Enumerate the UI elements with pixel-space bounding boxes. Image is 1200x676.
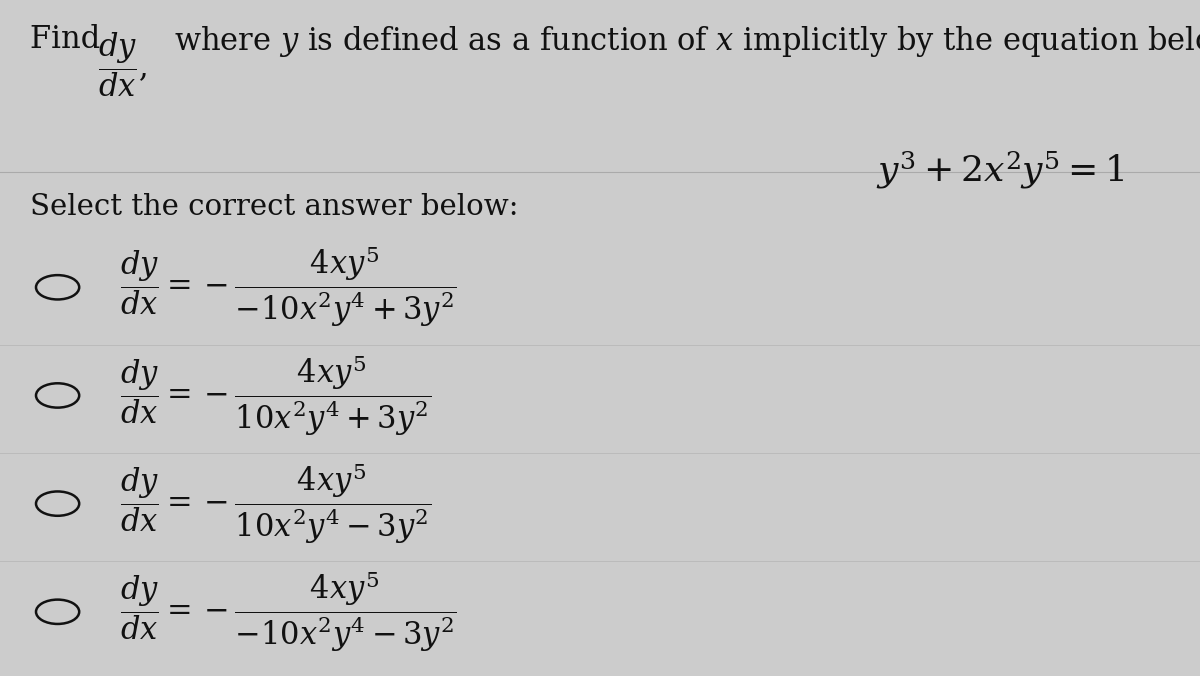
Text: $\dfrac{dy}{dx}$,: $\dfrac{dy}{dx}$,: [98, 30, 148, 99]
Text: Select the correct answer below:: Select the correct answer below:: [30, 193, 518, 220]
Text: $\dfrac{dy}{dx} = -\dfrac{4xy^5}{-10x^2y^4-3y^2}$: $\dfrac{dy}{dx} = -\dfrac{4xy^5}{-10x^2y…: [120, 570, 457, 654]
Text: $\dfrac{dy}{dx} = -\dfrac{4xy^5}{10x^2y^4-3y^2}$: $\dfrac{dy}{dx} = -\dfrac{4xy^5}{10x^2y^…: [120, 462, 431, 546]
Text: where $y$ is defined as a function of $x$ implicitly by the equation below.: where $y$ is defined as a function of $x…: [174, 24, 1200, 59]
Text: $\dfrac{dy}{dx} = -\dfrac{4xy^5}{10x^2y^4+3y^2}$: $\dfrac{dy}{dx} = -\dfrac{4xy^5}{10x^2y^…: [120, 354, 431, 437]
Text: $y^3 + 2x^2y^5 = 1$: $y^3 + 2x^2y^5 = 1$: [876, 149, 1124, 191]
Text: Find: Find: [30, 24, 110, 55]
Text: $\dfrac{dy}{dx} = -\dfrac{4xy^5}{-10x^2y^4+3y^2}$: $\dfrac{dy}{dx} = -\dfrac{4xy^5}{-10x^2y…: [120, 245, 457, 329]
